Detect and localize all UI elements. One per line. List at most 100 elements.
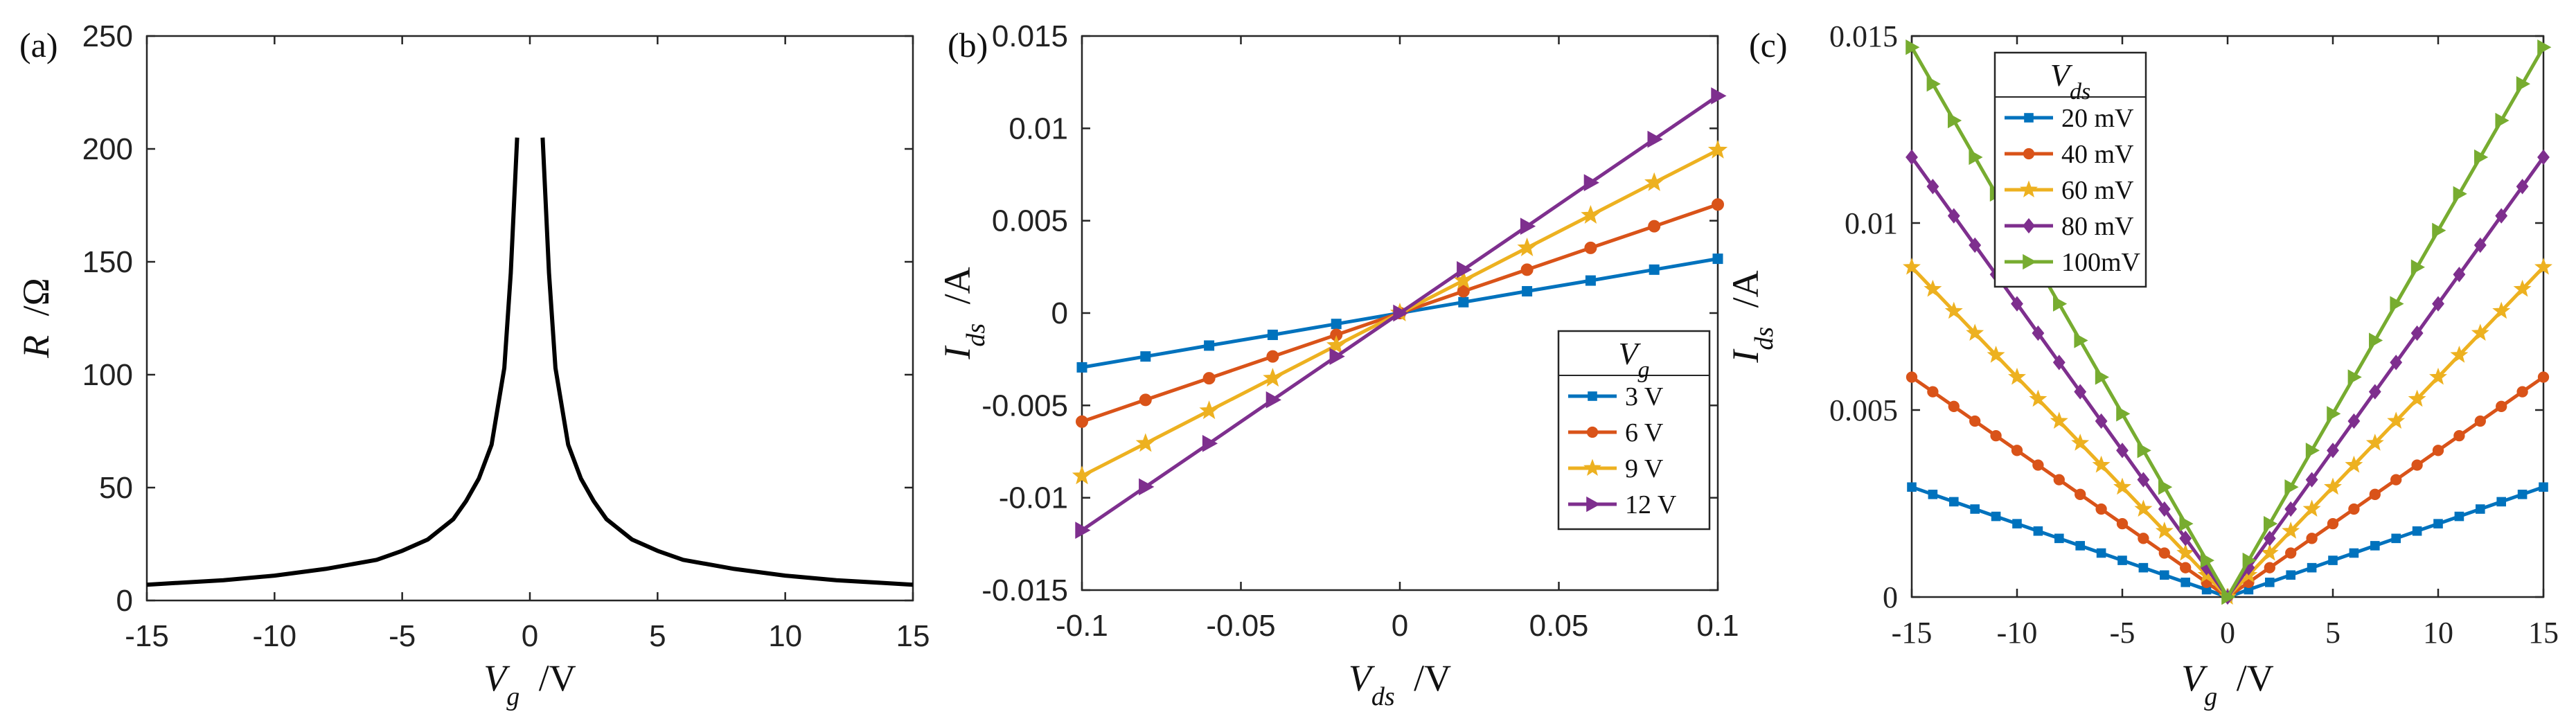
- data-point: [2476, 504, 2485, 514]
- data-point: [1944, 301, 1963, 319]
- data-point: [1393, 304, 1409, 322]
- y-tick-label: 0.015: [1829, 19, 1898, 53]
- x-tick-label: 0.05: [1529, 609, 1589, 643]
- data-point: [1076, 415, 1088, 428]
- data-point: [2032, 459, 2044, 471]
- data-point: [2390, 355, 2403, 371]
- data-point: [2537, 371, 2550, 383]
- data-point: [2433, 519, 2443, 528]
- data-point: [2284, 479, 2299, 495]
- data-point: [1584, 241, 1597, 254]
- plot-area-frame: [145, 35, 914, 602]
- legend-title-variable: V: [2050, 57, 2073, 93]
- data-point: [1644, 172, 1664, 191]
- data-point: [2391, 533, 2401, 544]
- y-tick-label: 150: [82, 245, 133, 279]
- x-axis-variable: V: [1349, 657, 1376, 699]
- legend-swatch-marker: [2023, 148, 2035, 160]
- data-point: [2453, 186, 2467, 202]
- x-tick-label: 0: [1392, 609, 1408, 643]
- legend-entry-label: 100mV: [2061, 248, 2141, 277]
- legend-box: [1993, 51, 2147, 288]
- data-point: [2345, 455, 2363, 473]
- data-point: [2116, 406, 2131, 422]
- x-axis-label: Vds /V: [1349, 657, 1451, 711]
- data-point: [2158, 479, 2173, 495]
- data-point: [2176, 543, 2195, 561]
- data-point: [1329, 348, 1345, 366]
- series-line-segment: [540, 137, 914, 587]
- y-axis-label: Ids /A: [936, 267, 991, 359]
- data-point: [1711, 87, 1727, 105]
- data-point: [2516, 386, 2528, 398]
- series-line: [1910, 265, 2545, 599]
- data-point: [2347, 413, 2361, 429]
- data-point: [2365, 434, 2384, 451]
- data-point: [2453, 267, 2466, 283]
- x-axis-label: Vg /V: [483, 657, 576, 711]
- y-axis-subscript: ds: [1750, 327, 1779, 350]
- data-point: [2260, 543, 2279, 561]
- data-point: [2513, 279, 2532, 297]
- x-tick-label: 0: [2220, 616, 2235, 650]
- data-point: [1948, 400, 1960, 412]
- data-point: [1267, 329, 1278, 340]
- legend-title-variable: V: [1618, 336, 1641, 371]
- x-tick-label: -5: [389, 619, 416, 653]
- data-point: [2453, 430, 2465, 442]
- data-point: [2408, 389, 2426, 407]
- data-point: [1903, 258, 1921, 275]
- data-point: [2516, 179, 2529, 195]
- data-point: [2180, 578, 2190, 587]
- y-axis-variable: R: [15, 335, 57, 359]
- y-tick-label: 200: [82, 132, 133, 166]
- data-point: [1204, 340, 1215, 351]
- y-axis-subscript: ds: [961, 323, 991, 347]
- data-point: [2324, 477, 2342, 495]
- data-point: [2053, 296, 2068, 312]
- y-tick-label: -0.005: [981, 389, 1068, 422]
- data-point: [2496, 400, 2507, 412]
- data-point: [2539, 482, 2548, 492]
- legend-entry-label: 9 V: [1625, 454, 1664, 483]
- data-point: [2537, 39, 2552, 55]
- data-point: [2050, 411, 2068, 429]
- data-point: [1649, 264, 1660, 275]
- data-point: [1906, 149, 1918, 166]
- data-point: [1712, 198, 1724, 211]
- data-point: [2387, 411, 2406, 429]
- data-point: [1140, 351, 1151, 362]
- data-point: [1949, 497, 1959, 507]
- data-point: [1926, 179, 1939, 195]
- legend-entry-label: 60 mV: [2061, 176, 2134, 205]
- data-point: [2029, 389, 2048, 407]
- x-axis-subscript: ds: [1371, 682, 1395, 711]
- y-tick-label: 0: [1883, 580, 1898, 614]
- series-r: [146, 137, 914, 587]
- panel-b-current-vs-drain-source-voltage: -0.1 -0.05 0 0.05 0.1 -0.015 -0.01 -0.005 0 0.005…: [936, 19, 1739, 711]
- data-point: [1263, 368, 1283, 387]
- data-point: [2537, 149, 2550, 166]
- data-point: [2432, 222, 2446, 238]
- data-point: [2158, 501, 2171, 517]
- data-point: [1326, 335, 1347, 355]
- data-point: [2412, 526, 2422, 536]
- data-point: [2307, 562, 2317, 573]
- data-point: [1924, 279, 1942, 297]
- data-point: [2138, 533, 2149, 544]
- data-point: [1990, 430, 2002, 442]
- data-point: [1457, 285, 1470, 298]
- data-point: [2117, 555, 2127, 565]
- legend-entry-label: 40 mV: [2061, 140, 2134, 169]
- y-tick-label: 0: [116, 584, 133, 618]
- y-axis-label: Ids /A: [1725, 270, 1779, 363]
- data-point: [2306, 533, 2318, 544]
- data-point: [2032, 325, 2045, 341]
- data-point: [2160, 570, 2169, 580]
- data-point: [2492, 301, 2511, 319]
- y-tick-label: 50: [99, 471, 133, 505]
- panel-c-current-vs-gate-voltage: -15 -10 -5 0 5 10 15 0 0.005 0.01 0.015 (c) Vg /V Ids…: [1725, 19, 2559, 711]
- x-tick-label: -5: [2110, 616, 2135, 650]
- data-point: [2327, 518, 2339, 530]
- data-point: [1581, 204, 1601, 224]
